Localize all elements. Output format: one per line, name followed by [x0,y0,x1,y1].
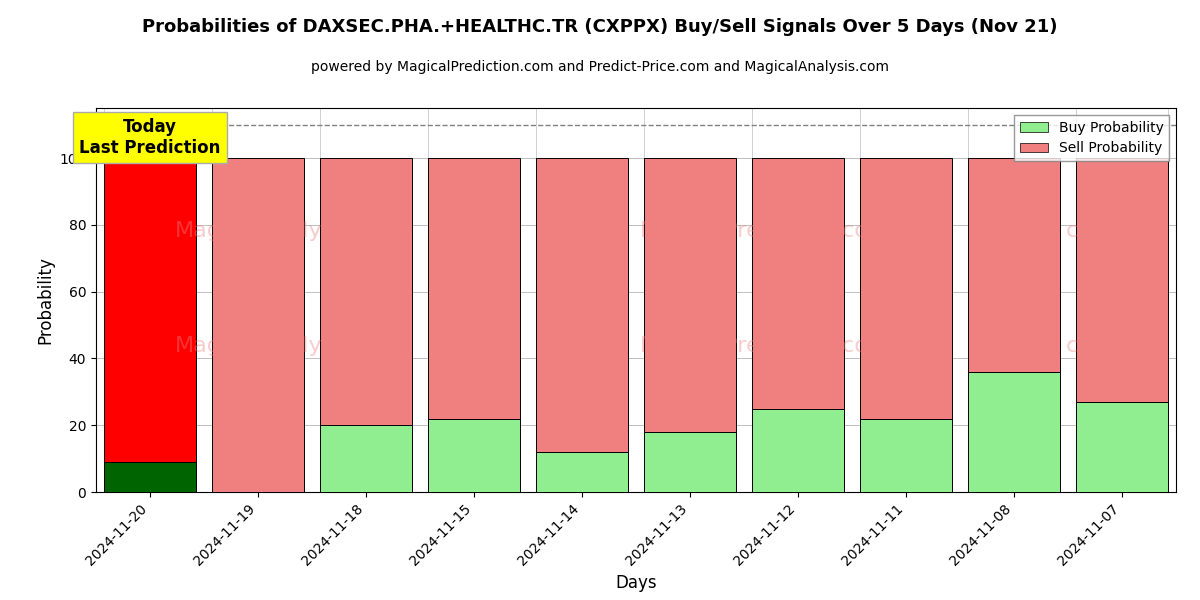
Text: Probabilities of DAXSEC.PHA.+HEALTHC.TR (CXPPX) Buy/Sell Signals Over 5 Days (No: Probabilities of DAXSEC.PHA.+HEALTHC.TR … [143,18,1057,36]
Bar [104,158,196,462]
Bar [212,158,304,492]
Bar [320,425,412,492]
Bar [536,452,628,492]
Text: MagicalAnalysis.com: MagicalAnalysis.com [174,336,407,356]
Bar [644,432,736,492]
Bar [860,158,952,419]
Bar [1076,402,1168,492]
Bar [428,158,520,419]
Bar [752,158,844,409]
Bar [536,158,628,452]
Bar [968,372,1060,492]
Text: MagicalAnalysis.com: MagicalAnalysis.com [174,221,407,241]
Bar [644,158,736,432]
Bar [752,409,844,492]
X-axis label: Days: Days [616,574,656,592]
Text: com: com [1066,221,1114,241]
Bar [968,158,1060,372]
Bar [1076,158,1168,402]
Bar [320,158,412,425]
Bar [428,419,520,492]
Legend: Buy Probability, Sell Probability: Buy Probability, Sell Probability [1014,115,1169,161]
Y-axis label: Probability: Probability [36,256,54,344]
Bar [104,462,196,492]
Text: powered by MagicalPrediction.com and Predict-Price.com and MagicalAnalysis.com: powered by MagicalPrediction.com and Pre… [311,60,889,74]
Text: com: com [1066,336,1114,356]
Bar [860,419,952,492]
Text: Today
Last Prediction: Today Last Prediction [79,118,221,157]
Text: MagicalPrediction.com: MagicalPrediction.com [641,221,890,241]
Text: MagicalPrediction.com: MagicalPrediction.com [641,336,890,356]
